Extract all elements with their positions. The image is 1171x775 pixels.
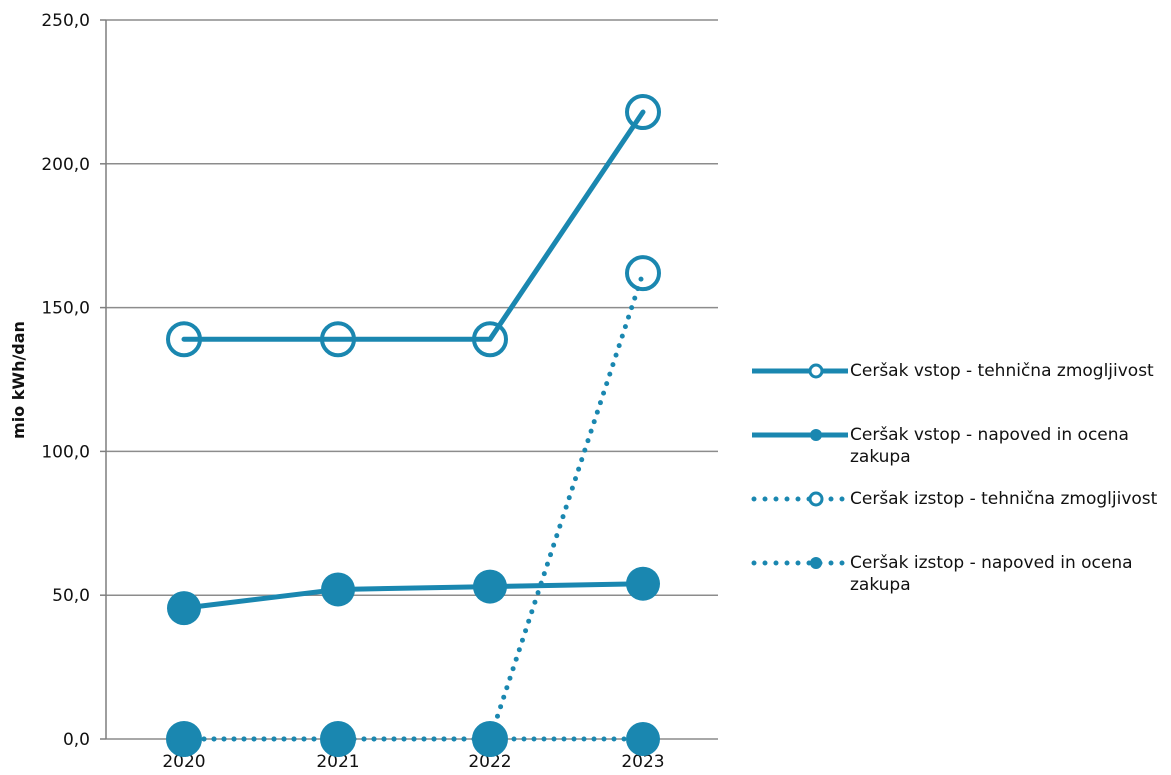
data-point: [472, 321, 508, 358]
legend: Ceršak vstop - tehnična zmogljivost Cerš…: [750, 360, 1170, 616]
legend-label: Ceršak izstop - napoved in ocena zakupa: [850, 553, 1133, 595]
data-point: [166, 721, 202, 757]
data-point: [473, 722, 507, 756]
x-tick-labels: 2020 2021 2022 2023: [162, 752, 664, 772]
legend-item: Ceršak vstop - tehnična zmogljivost: [750, 360, 1170, 424]
legend-swatch-vstop-napoved: [752, 429, 848, 441]
y-tick-label: 150,0: [41, 299, 90, 319]
data-point: [167, 591, 201, 626]
legend-swatch-vstop-tehnicna: [752, 363, 848, 379]
x-tick-label: 2023: [621, 752, 664, 772]
legend-item: Ceršak vstop - napoved in ocena zakupa: [750, 424, 1170, 488]
x-tick-label: 2022: [468, 752, 511, 772]
y-tick-label: 50,0: [52, 586, 90, 606]
gridlines: [100, 19, 718, 740]
data-point: [320, 721, 356, 757]
series-layer: [166, 94, 661, 757]
legend-label: Ceršak izstop - tehnična zmogljivost: [850, 489, 1158, 509]
legend-label: Ceršak vstop - napoved in ocena zakupa: [850, 425, 1129, 467]
series-line: [181, 109, 646, 342]
y-tick-label: 100,0: [41, 442, 90, 462]
legend-swatch-izstop-tehnicna: [751, 491, 850, 507]
data-point: [473, 569, 507, 604]
y-tick-label: 200,0: [41, 155, 90, 175]
legend-label: Ceršak vstop - tehnična zmogljivost: [850, 361, 1154, 381]
y-tick-label: 250,0: [41, 11, 90, 31]
data-point: [321, 572, 355, 607]
data-point: [626, 566, 660, 601]
data-point: [320, 321, 356, 358]
y-tick-label: 0,0: [63, 730, 90, 750]
data-point: [472, 721, 508, 757]
data-point: [321, 722, 355, 756]
data-point: [167, 722, 201, 756]
series-line: [181, 581, 646, 611]
x-tick-label: 2020: [162, 752, 205, 772]
legend-item: Ceršak izstop - napoved in ocena zakupa: [750, 552, 1170, 616]
data-point: [626, 722, 660, 756]
y-tick-labels: 0,0 50,0 100,0 150,0 200,0 250,0: [41, 11, 90, 750]
y-axis-title: mio kWh/dan: [9, 321, 28, 439]
legend-swatch-izstop-napoved: [751, 557, 850, 569]
x-tick-label: 2021: [316, 752, 359, 772]
series-line: [181, 270, 646, 742]
data-point: [625, 255, 661, 292]
legend-item: Ceršak izstop - tehnična zmogljivost: [750, 488, 1170, 552]
data-point: [625, 94, 661, 131]
data-point: [166, 321, 202, 358]
